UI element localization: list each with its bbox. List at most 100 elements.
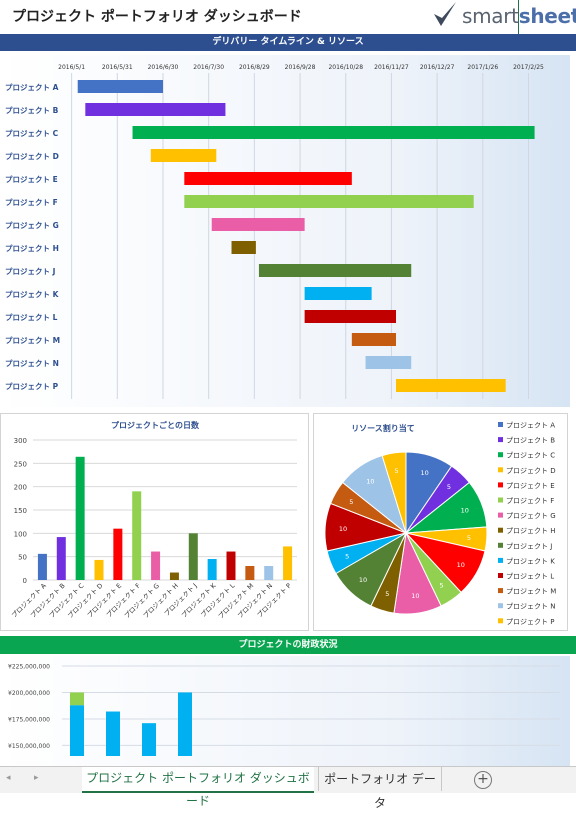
sheet-tab-bar: ◂ ▸ プロジェクト ポートフォリオ ダッシュボード ポートフォリオ データ + — [0, 766, 576, 810]
bar-y-tick: 50 — [18, 554, 27, 562]
gantt-row-label: プロジェクト F — [5, 197, 58, 207]
logo-wordmark: smartsheet — [462, 4, 576, 28]
legend-entry: プロジェクト L — [506, 573, 554, 581]
bar-y-tick: 300 — [14, 437, 27, 445]
pie-data-label: 5 — [467, 534, 471, 542]
gantt-bar — [304, 287, 372, 300]
gantt-bar — [396, 379, 506, 392]
gantt-x-tick: 2016/10/28 — [328, 64, 363, 71]
days-bar — [283, 546, 293, 580]
add-sheet-button[interactable]: + — [474, 771, 492, 789]
tab-scroll-left-button[interactable]: ◂ — [6, 773, 11, 783]
pie-data-label: 10 — [411, 592, 419, 600]
gantt-bar — [351, 333, 396, 346]
days-bar — [188, 533, 198, 580]
gantt-row-label: プロジェクト K — [5, 289, 60, 299]
bar-x-label: プロジェクト P — [256, 582, 294, 620]
smartsheet-logo — [434, 2, 456, 26]
gantt-row-label: プロジェクト J — [5, 266, 56, 276]
revenue-bar-segment — [106, 711, 120, 756]
gantt-x-tick: 2016/12/27 — [420, 64, 455, 71]
pie-data-label: 10 — [339, 525, 347, 533]
legend-swatch — [498, 542, 503, 548]
pie-data-label: 5 — [447, 483, 451, 491]
gantt-row-label: プロジェクト C — [5, 128, 59, 138]
legend-entry: プロジェクト F — [506, 497, 554, 505]
legend-swatch — [498, 437, 503, 443]
days-bar — [75, 456, 85, 580]
days-bar — [264, 566, 274, 580]
bar-y-tick: 0 — [23, 577, 27, 585]
pie-data-label: 5 — [349, 498, 353, 506]
gantt-row-label: プロジェクト A — [5, 82, 59, 92]
days-bar — [132, 491, 142, 580]
gantt-row-label: プロジェクト M — [5, 335, 60, 345]
resource-pie-chart: リソース割り当て 10 5 10 5 10 5 10 5 10 5 10 5 10 5 プロジェクト A プロ… — [324, 422, 556, 626]
resource-allocation-panel: リソース割り当て 10 5 10 5 10 5 10 5 10 5 10 5 10 5 プロジェクト A プロ… — [313, 413, 568, 631]
pie-data-label: 10 — [366, 477, 374, 485]
days-bar — [94, 559, 104, 580]
gantt-x-tick: 2016/5/1 — [58, 64, 85, 71]
legend-swatch — [498, 482, 503, 488]
legend-swatch — [498, 573, 503, 578]
revenue-bar-chart: ¥150,000,000 ¥175,000,000 ¥200,000,000 ¥225… — [0, 656, 570, 766]
tab-scroll-right-button[interactable]: ▸ — [34, 773, 39, 783]
gantt-row-label: プロジェクト H — [5, 243, 59, 253]
gantt-x-tick: 2016/8/29 — [239, 64, 270, 71]
legend-swatch — [498, 603, 503, 609]
timeline-section-header: デリバリー タイムライン & リソース — [0, 34, 576, 51]
bar-y-tick: 250 — [14, 460, 27, 468]
legend-swatch — [498, 512, 503, 518]
pie-data-label: 5 — [385, 590, 389, 598]
legend-swatch — [498, 527, 503, 533]
gantt-row-label: プロジェクト E — [5, 174, 58, 184]
revenue-y-tick: ¥175,000,000 — [8, 716, 50, 723]
pie-data-label: 5 — [345, 553, 349, 561]
gantt-x-tick: 2016/9/28 — [285, 64, 316, 71]
tab-dashboard[interactable]: プロジェクト ポートフォリオ ダッシュボード — [82, 767, 314, 808]
pie-chart-title: リソース割り当て — [351, 423, 415, 433]
revenue-y-tick: ¥200,000,000 — [8, 690, 50, 697]
days-bar — [113, 528, 123, 580]
legend-swatch — [498, 588, 503, 594]
bar-y-tick: 100 — [14, 530, 27, 538]
revenue-bar-segment — [178, 692, 192, 756]
gantt-chart: 2016/5/1 2016/5/31 2016/6/30 2016/7/30 2016/… — [0, 55, 570, 407]
pie-data-label: 10 — [420, 469, 428, 477]
gantt-bar — [150, 149, 217, 162]
gantt-row-label: プロジェクト P — [5, 381, 59, 391]
legend-entry: プロジェクト M — [506, 588, 556, 596]
days-per-project-panel: プロジェクトごとの日数 0 50 100 150 200 250 300 プロジェクト A プロ… — [0, 413, 309, 631]
gantt-bar — [365, 356, 412, 369]
bar-y-tick: 150 — [14, 507, 27, 515]
revenue-section-header: プロジェクトの財政状況 — [0, 636, 576, 654]
legend-entry: プロジェクト J — [506, 542, 552, 550]
days-bar — [37, 553, 47, 580]
gantt-row-label: プロジェクト B — [5, 105, 59, 115]
legend-entry: プロジェクト C — [506, 452, 555, 460]
days-bar — [226, 551, 236, 580]
pie-data-label: 10 — [359, 576, 367, 584]
cell-cursor-line — [518, 0, 519, 34]
gantt-bar — [258, 264, 412, 277]
gantt-row-label: プロジェクト G — [5, 220, 59, 230]
legend-entry: プロジェクト B — [506, 437, 555, 445]
gantt-bar — [211, 218, 305, 231]
gantt-bar — [132, 126, 535, 139]
tab-portfolio-data[interactable]: ポートフォリオ データ — [318, 767, 442, 810]
legend-swatch — [498, 497, 503, 503]
legend-swatch — [498, 422, 503, 427]
gantt-x-tick: 2016/6/30 — [148, 64, 179, 71]
gantt-x-tick: 2016/7/30 — [193, 64, 224, 71]
days-bar — [245, 566, 255, 580]
days-bar — [207, 559, 217, 580]
revenue-bar-segment — [70, 705, 84, 756]
revenue-bar-segment — [70, 692, 84, 706]
pie-data-label: 10 — [461, 506, 469, 514]
gantt-row-label: プロジェクト L — [5, 312, 58, 322]
legend-entry: プロジェクト P — [506, 618, 554, 626]
gantt-row-label: プロジェクト D — [5, 151, 59, 161]
pie-data-label: 10 — [457, 561, 465, 569]
legend-swatch — [498, 452, 503, 458]
gantt-row-label: プロジェクト N — [5, 358, 59, 368]
